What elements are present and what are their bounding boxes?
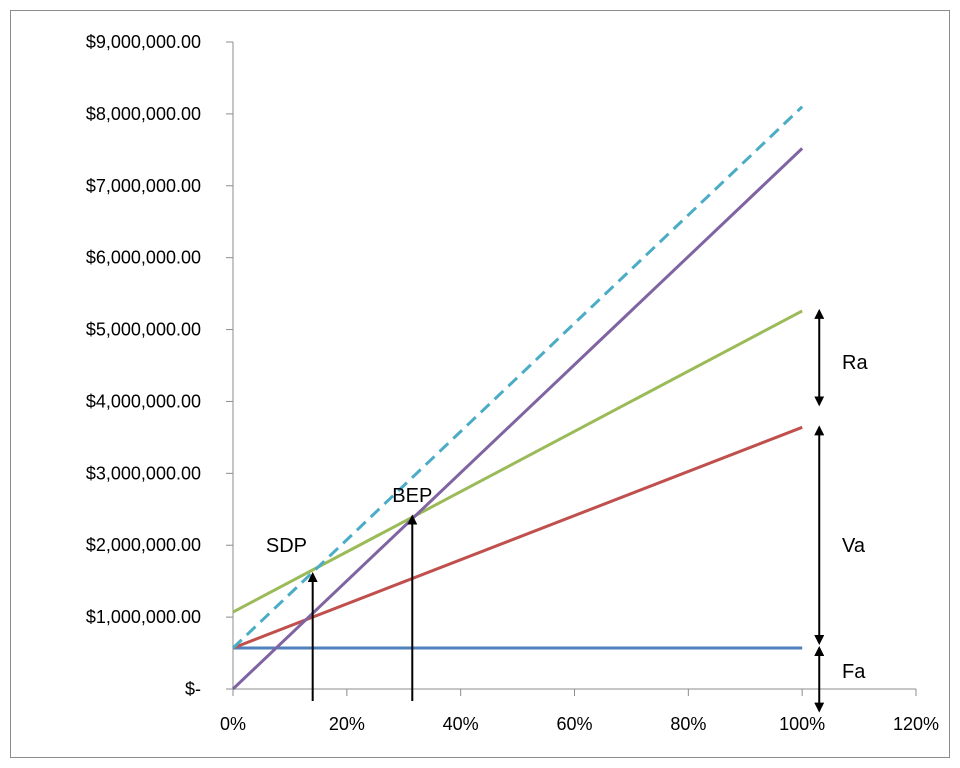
series-line-2 <box>232 425 803 650</box>
y-tick-label: $1,000,000.00 <box>86 607 201 627</box>
y-tick-label: $9,000,000.00 <box>86 32 201 52</box>
x-tick-label: 40% <box>443 714 479 734</box>
y-tick-label: $8,000,000.00 <box>86 104 201 124</box>
annotation-bep: BEP <box>392 485 432 507</box>
y-tick-label: $7,000,000.00 <box>86 176 201 196</box>
x-tick-label: 120% <box>893 714 939 734</box>
x-tick-label: 20% <box>329 714 365 734</box>
arrow-layer <box>307 308 825 713</box>
axes-layer: $- $1,000,000.00 $2,000,000.00 $3,000,000.0… <box>86 32 939 734</box>
annotation-fa: Fa <box>842 661 866 683</box>
series-line-5 <box>231 105 804 650</box>
chart-frame: $- $1,000,000.00 $2,000,000.00 $3,000,000.0… <box>10 10 950 758</box>
y-tick-label: $- <box>185 679 201 699</box>
annotation-sdp: SDP <box>266 535 307 557</box>
x-tick-label: 60% <box>556 714 592 734</box>
x-tick-label: 80% <box>670 714 706 734</box>
y-tick-label: $4,000,000.00 <box>86 391 201 411</box>
y-tick-label: $6,000,000.00 <box>86 248 201 268</box>
series-layer <box>231 105 804 691</box>
annotation-va: Va <box>842 535 866 557</box>
series-line-3 <box>232 309 803 614</box>
y-tick-label: $5,000,000.00 <box>86 320 201 340</box>
y-tick-label: $3,000,000.00 <box>86 463 201 483</box>
x-tick-label: 100% <box>779 714 825 734</box>
break-even-chart: $- $1,000,000.00 $2,000,000.00 $3,000,000.0… <box>86 32 939 734</box>
annotation-ra: Ra <box>842 352 868 374</box>
y-tick-label: $2,000,000.00 <box>86 535 201 555</box>
x-tick-label: 0% <box>220 714 246 734</box>
series-line-4 <box>231 147 804 691</box>
label-layer: BEP SDP Ra Va Fa <box>266 352 869 683</box>
